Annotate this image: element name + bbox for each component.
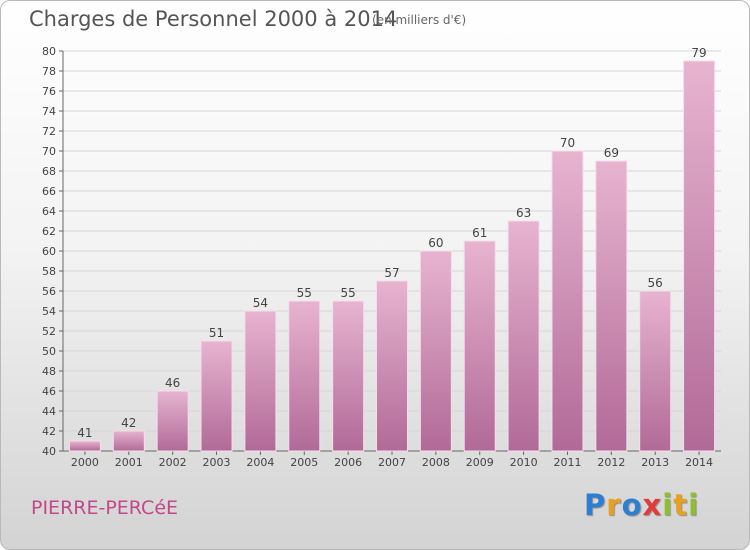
bar	[507, 220, 540, 452]
bar	[332, 300, 365, 452]
y-tick-label: 40	[42, 445, 56, 458]
data-label: 60	[428, 236, 443, 250]
y-tick-label: 66	[42, 185, 56, 198]
y-tick-label: 54	[42, 305, 56, 318]
logo-letter: i	[662, 488, 674, 522]
data-label: 57	[384, 266, 399, 280]
x-tick-label: 2012	[597, 456, 625, 469]
x-tick-labels: 2000 2001 2002 2003 2004 2005 2006 2007 2008 2009…	[71, 456, 713, 469]
chart-subtitle: (en milliers d'€)	[372, 13, 467, 27]
proxiti-logo[interactable]: Proxiti	[584, 488, 699, 522]
bar	[156, 390, 189, 452]
y-tick-label: 52	[42, 325, 56, 338]
bar	[463, 240, 496, 452]
x-tick-label: 2007	[378, 456, 406, 469]
x-tick-label: 2002	[159, 456, 187, 469]
data-label: 63	[516, 206, 531, 220]
bar	[244, 310, 277, 452]
data-label: 70	[560, 136, 575, 150]
y-tick-label: 56	[42, 285, 56, 298]
y-tick-label: 78	[42, 65, 56, 78]
y-tick-label: 60	[42, 245, 56, 258]
x-tick-label: 2011	[553, 456, 581, 469]
y-tick-label: 64	[42, 205, 56, 218]
x-tick-label: 2005	[290, 456, 318, 469]
y-tick-label: 48	[42, 365, 56, 378]
y-tick-label: 80	[42, 45, 56, 58]
data-label: 42	[121, 416, 136, 430]
x-tick-label: 2010	[510, 456, 538, 469]
y-tick-label: 76	[42, 85, 56, 98]
data-label: 46	[165, 376, 180, 390]
bar	[112, 430, 145, 452]
logo-letter: x	[642, 488, 663, 522]
x-tick-label: 2004	[246, 456, 274, 469]
data-label: 51	[209, 326, 224, 340]
y-tick-label: 74	[42, 105, 56, 118]
x-tick-label: 2006	[334, 456, 362, 469]
y-tick-label: 62	[42, 225, 56, 238]
logo-letter: r	[606, 488, 622, 522]
y-tick-label: 50	[42, 345, 56, 358]
bars	[68, 60, 716, 452]
y-tick-label: 58	[42, 265, 56, 278]
y-tick-labels: 40 42 44 46 48 50 52 54 56 58 60 62 64 66 68 70 72 74 76 78…	[42, 45, 56, 458]
data-labels: 41 42 46 51 54 55 55 57 60 61 63 70 69 56 79	[77, 46, 706, 440]
y-tick-label: 42	[42, 425, 56, 438]
bar	[639, 290, 672, 452]
x-tick-label: 2009	[466, 456, 494, 469]
y-tick-label: 70	[42, 145, 56, 158]
data-label: 55	[340, 286, 355, 300]
data-label: 79	[691, 46, 706, 60]
x-tick-label: 2013	[641, 456, 669, 469]
logo-letter: P	[584, 488, 607, 522]
bar	[376, 280, 408, 452]
data-label: 61	[472, 226, 487, 240]
chart-title: Charges de Personnel 2000 à 2014	[29, 7, 398, 31]
logo-letter: o	[621, 488, 643, 522]
data-label: 56	[648, 276, 663, 290]
y-tick-label: 46	[42, 385, 56, 398]
commune-name: PIERRE-PERCéE	[31, 497, 179, 519]
bar	[419, 250, 452, 452]
bar	[551, 150, 584, 452]
bar	[683, 60, 716, 452]
bar	[200, 340, 233, 452]
data-label: 69	[604, 146, 619, 160]
x-tick-label: 2014	[685, 456, 713, 469]
data-label: 41	[77, 426, 92, 440]
x-tick-label: 2000	[71, 456, 99, 469]
y-tick-label: 72	[42, 125, 56, 138]
logo-letter: t	[673, 488, 689, 522]
data-label: 55	[297, 286, 312, 300]
x-tick-label: 2008	[422, 456, 450, 469]
data-label: 54	[253, 296, 268, 310]
logo-letter: i	[688, 488, 700, 522]
bar	[595, 160, 628, 452]
bar	[288, 300, 321, 452]
x-tick-label: 2001	[115, 456, 143, 469]
y-tick-label: 68	[42, 165, 56, 178]
x-tick-label: 2003	[203, 456, 231, 469]
bar	[68, 440, 101, 452]
y-tick-label: 44	[42, 405, 56, 418]
